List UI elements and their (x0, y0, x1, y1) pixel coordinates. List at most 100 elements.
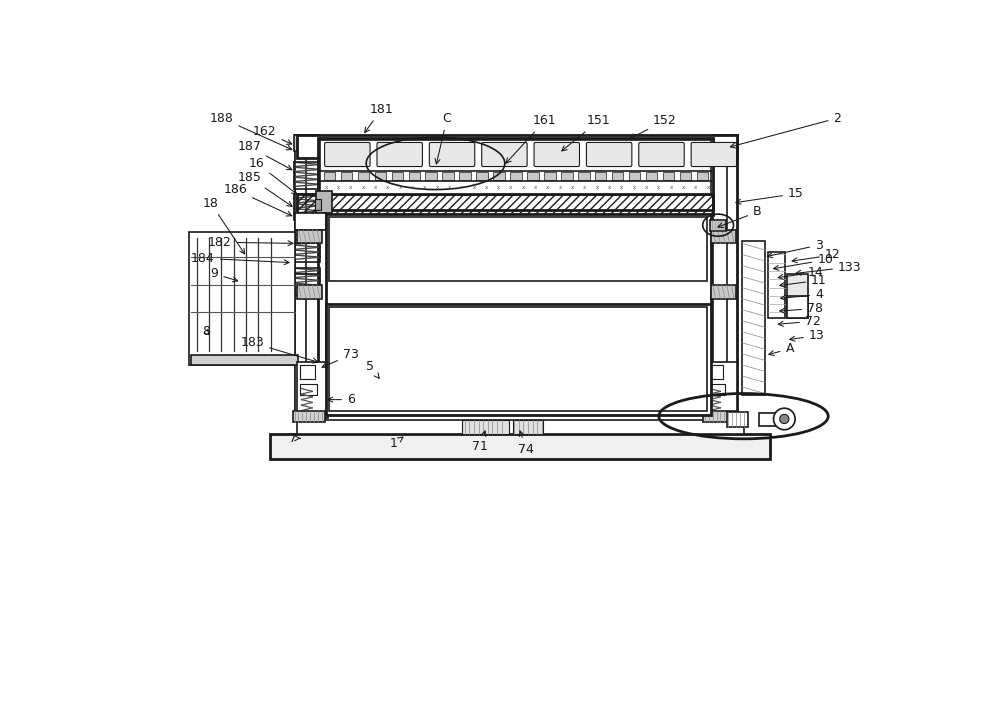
Text: 182: 182 (208, 236, 293, 249)
Text: 5: 5 (366, 360, 379, 379)
Bar (768, 252, 785, 318)
Text: x: x (583, 186, 587, 191)
Text: x: x (448, 186, 451, 191)
Bar (341, 171, 352, 181)
Text: 10: 10 (774, 253, 833, 270)
Text: x: x (633, 186, 636, 191)
Text: 183: 183 (240, 336, 318, 363)
Circle shape (780, 414, 789, 424)
Bar (320, 140, 711, 172)
Bar (578, 171, 590, 181)
Text: x: x (559, 186, 562, 191)
Text: 6: 6 (328, 393, 355, 406)
Text: 162: 162 (253, 125, 292, 144)
Text: x: x (645, 186, 648, 191)
Text: 2: 2 (730, 112, 841, 148)
Text: B: B (718, 205, 762, 227)
FancyBboxPatch shape (325, 143, 370, 166)
Bar (742, 241, 765, 395)
Text: x: x (657, 186, 660, 191)
Bar (189, 232, 295, 365)
Bar (695, 146, 732, 152)
Text: 4: 4 (781, 288, 823, 301)
FancyBboxPatch shape (534, 143, 579, 166)
Bar (326, 214, 711, 358)
Text: 7: 7 (289, 432, 300, 445)
Bar (293, 411, 325, 422)
Bar (297, 135, 737, 158)
Text: 8: 8 (202, 326, 210, 338)
Text: x: x (398, 186, 402, 191)
Text: x: x (620, 186, 623, 191)
Text: x: x (337, 186, 340, 191)
Text: x: x (485, 186, 488, 191)
Bar (425, 171, 437, 181)
Bar (328, 146, 365, 152)
Bar (297, 362, 328, 419)
FancyBboxPatch shape (586, 143, 632, 166)
Text: x: x (596, 186, 599, 191)
Bar (294, 235, 320, 262)
Bar (510, 171, 522, 181)
Text: 14: 14 (778, 265, 823, 280)
Bar (646, 171, 657, 181)
Bar (315, 199, 321, 210)
Bar (713, 135, 727, 420)
Text: 151: 151 (562, 114, 611, 151)
Text: 12: 12 (792, 249, 841, 262)
Bar (697, 171, 708, 181)
Text: x: x (386, 186, 389, 191)
Bar (297, 420, 744, 434)
Text: 74: 74 (518, 431, 534, 456)
FancyBboxPatch shape (377, 143, 422, 166)
Bar (409, 171, 420, 181)
Text: x: x (682, 186, 685, 191)
Bar (703, 411, 736, 422)
Bar (787, 296, 808, 318)
Bar (629, 171, 640, 181)
Text: x: x (546, 186, 550, 191)
Bar (191, 356, 298, 366)
Bar (493, 171, 505, 181)
Bar (544, 171, 556, 181)
Bar (358, 171, 369, 181)
Text: 3: 3 (767, 239, 823, 257)
Bar (476, 171, 488, 181)
Text: 78: 78 (780, 302, 823, 315)
FancyBboxPatch shape (429, 143, 475, 166)
Bar (320, 181, 711, 195)
Text: 71: 71 (472, 431, 488, 452)
Bar (590, 146, 627, 152)
Bar (486, 146, 523, 152)
Bar (297, 285, 322, 298)
Text: x: x (361, 186, 365, 191)
Bar (680, 171, 691, 181)
Text: x: x (694, 186, 697, 191)
Bar (297, 194, 713, 214)
FancyBboxPatch shape (482, 143, 527, 166)
Text: x: x (534, 186, 537, 191)
Bar (295, 213, 326, 229)
Text: x: x (669, 186, 673, 191)
Bar (612, 171, 623, 181)
Bar (663, 171, 674, 181)
Bar (320, 171, 711, 181)
Bar (708, 384, 725, 395)
Text: x: x (522, 186, 525, 191)
Bar (375, 171, 386, 181)
Text: x: x (374, 186, 377, 191)
Bar (462, 420, 509, 434)
Bar (297, 229, 322, 243)
Bar (433, 146, 470, 152)
FancyBboxPatch shape (691, 143, 737, 166)
Text: 9: 9 (211, 267, 238, 282)
Text: 18: 18 (203, 196, 245, 254)
Bar (527, 171, 539, 181)
Text: 186: 186 (223, 184, 292, 216)
Bar (294, 135, 320, 151)
Bar (713, 135, 737, 420)
Bar (324, 171, 335, 181)
Bar (561, 171, 573, 181)
Bar (787, 274, 808, 318)
Text: C: C (435, 112, 451, 164)
